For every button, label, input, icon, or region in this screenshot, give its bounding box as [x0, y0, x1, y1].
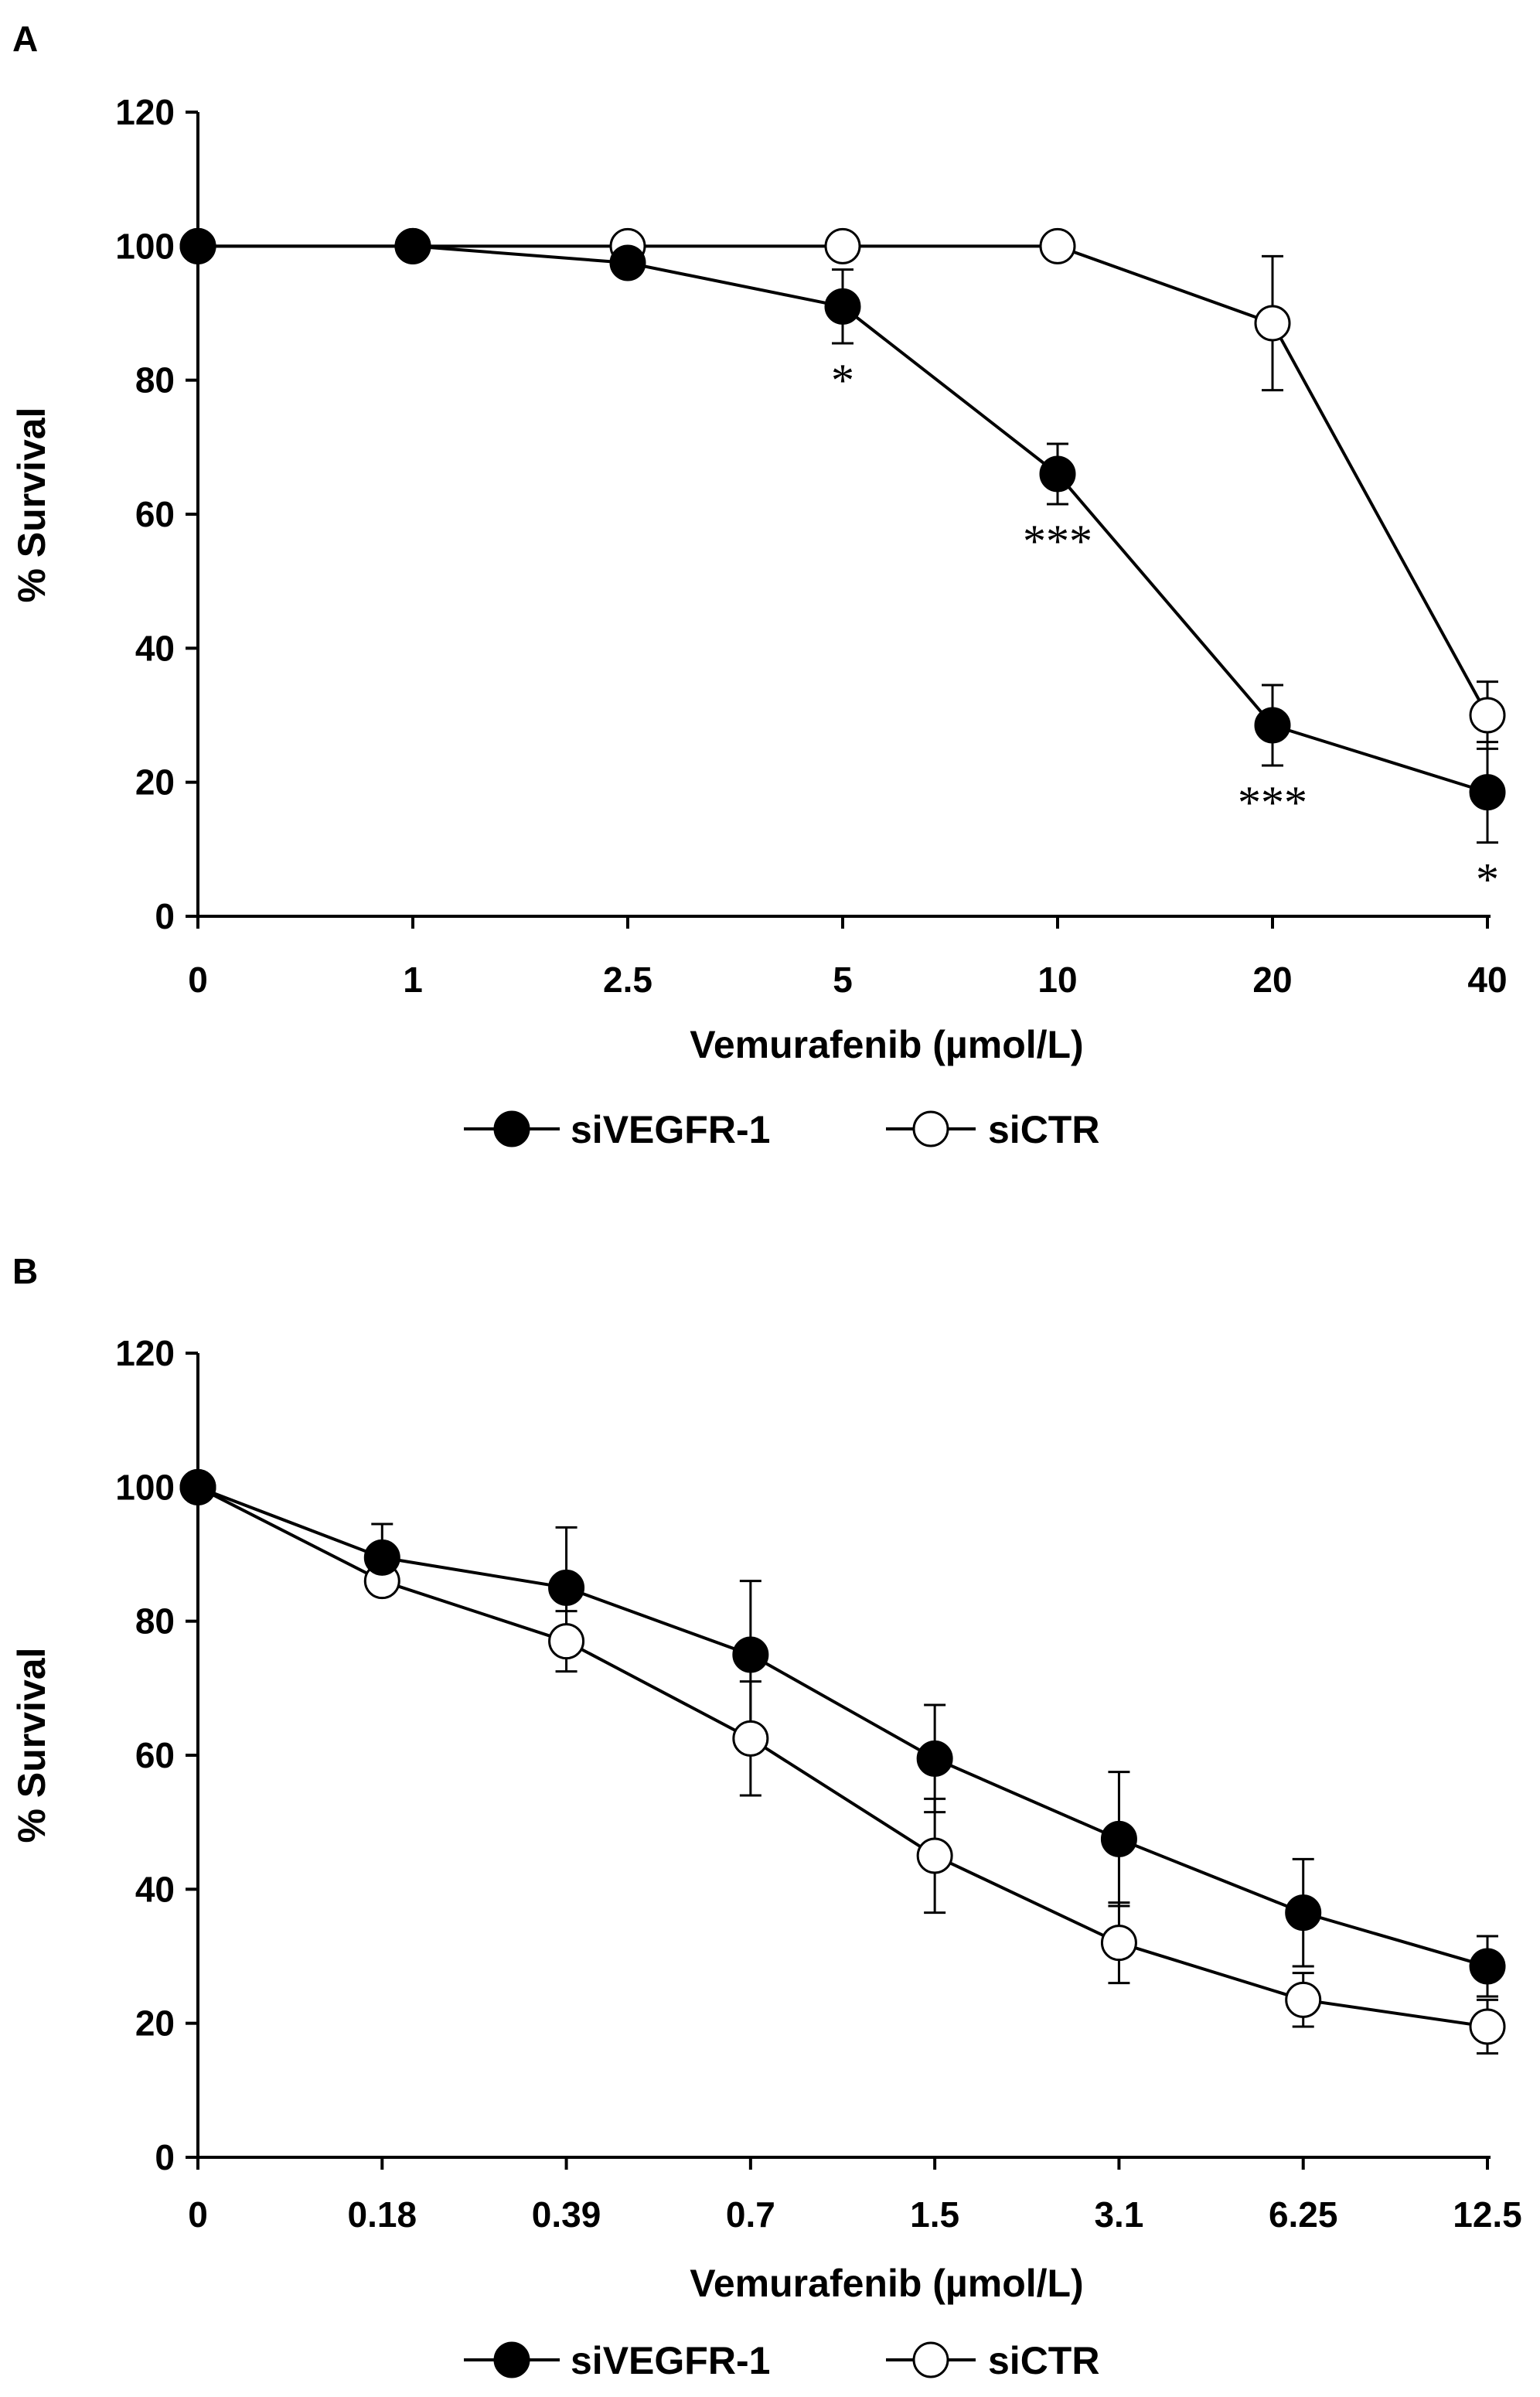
data-point-sictr-b-2 [548, 1623, 585, 1660]
data-point-sivegfr-1-a-6 [1469, 774, 1506, 811]
significance-label-a-4: *** [1023, 516, 1092, 567]
x-tick-label-a-5: 20 [1252, 960, 1292, 1000]
y-axis-title-b: % Survival [10, 1648, 53, 1843]
data-point-sictr-b-5 [1100, 1925, 1137, 1962]
y-tick-label-a-60: 60 [135, 494, 175, 534]
legend-b: siVEGFR-1 siCTR [464, 2339, 1099, 2382]
y-axis-a: 0 20 40 60 80 100 120 [115, 92, 199, 936]
x-tick-label-b-0: 0 [188, 2194, 208, 2235]
series-line-sivegfr-1-b [197, 1485, 1488, 1968]
data-point-sictr-b-7 [1469, 2008, 1506, 2045]
significance-label-a-6: * [1476, 854, 1499, 905]
y-tick-label-b-120: 120 [115, 1333, 175, 1373]
panel-a: A % Survival 0 20 40 60 80 100 120 0 1 2.5 5 10 20 4… [10, 19, 1508, 1151]
data-point-sictr-b-3 [732, 1720, 769, 1757]
x-axis-a: 0 1 2.5 5 10 20 40 [188, 915, 1508, 1000]
data-point-sictr-a-4 [1039, 227, 1076, 264]
data-point-sivegfr-1-b-0 [179, 1468, 216, 1505]
data-point-sictr-a-3 [824, 227, 861, 264]
x-tick-label-a-4: 10 [1037, 960, 1077, 1000]
x-axis-title-a: Vemurafenib (µmol/L) [690, 1023, 1083, 1066]
data-point-sivegfr-1-a-0 [179, 227, 216, 264]
legend-marker-sictr-b [912, 2341, 949, 2378]
x-tick-label-a-0: 0 [188, 960, 208, 1000]
panel-b: B % Survival 0 20 40 60 80 100 120 0 0.18 0.39 0.… [10, 1251, 1522, 2382]
y-tick-label-a-120: 120 [115, 92, 175, 132]
x-tick-label-a-1: 1 [403, 960, 423, 1000]
x-tick-label-b-2: 0.39 [532, 2194, 601, 2235]
data-point-sivegfr-1-b-1 [363, 1539, 400, 1576]
data-point-sivegfr-1-b-3 [732, 1636, 769, 1673]
significance-label-a-3: * [831, 355, 854, 406]
data-point-sictr-b-6 [1285, 1981, 1322, 2018]
data-point-sivegfr-1-b-7 [1469, 1948, 1506, 1985]
data-point-sivegfr-1-a-1 [394, 227, 431, 264]
legend-item-sivegfr-1-b: siVEGFR-1 [464, 2339, 770, 2382]
legend-marker-sictr-a [912, 1110, 949, 1147]
y-tick-label-a-0: 0 [155, 896, 175, 936]
series-line-sictr-b [197, 1485, 1488, 2028]
x-tick-label-b-5: 3.1 [1094, 2194, 1143, 2235]
y-tick-label-a-40: 40 [135, 628, 175, 668]
x-tick-label-b-7: 12.5 [1453, 2194, 1522, 2235]
x-tick-label-b-6: 6.25 [1269, 2194, 1338, 2235]
x-axis-title-b: Vemurafenib (µmol/L) [690, 2262, 1083, 2305]
x-axis-b: 0 0.18 0.39 0.7 1.5 3.1 6.25 12.5 [188, 2156, 1522, 2235]
data-point-sivegfr-1-a-3 [824, 288, 861, 325]
y-tick-label-b-60: 60 [135, 1735, 175, 1775]
data-point-sivegfr-1-a-2 [609, 244, 646, 281]
y-tick-label-a-80: 80 [135, 360, 175, 401]
y-tick-label-b-0: 0 [155, 2137, 175, 2177]
data-point-sictr-a-5 [1254, 305, 1291, 342]
y-tick-label-b-80: 80 [135, 1601, 175, 1642]
data-point-sictr-b-4 [916, 1837, 953, 1874]
x-tick-label-a-6: 40 [1467, 960, 1507, 1000]
data-point-sivegfr-1-b-5 [1100, 1820, 1137, 1857]
legend-item-sivegfr-1-a: siVEGFR-1 [464, 1108, 770, 1151]
legend-marker-sivegfr-1-a [493, 1110, 530, 1147]
y-axis-b: 0 20 40 60 80 100 120 [115, 1333, 199, 2177]
legend-label-sivegfr-1-a: siVEGFR-1 [571, 1108, 770, 1151]
legend-label-sivegfr-1-b: siVEGFR-1 [571, 2339, 770, 2382]
x-tick-label-a-3: 5 [833, 960, 853, 1000]
y-tick-label-a-20: 20 [135, 762, 175, 803]
x-tick-label-b-3: 0.7 [726, 2194, 775, 2235]
y-axis-title-a: % Survival [10, 407, 53, 603]
x-tick-label-b-1: 0.18 [348, 2194, 417, 2235]
legend-marker-sivegfr-1-b [493, 2341, 530, 2378]
data-point-sictr-a-6 [1469, 697, 1506, 734]
data-point-sivegfr-1-a-5 [1254, 707, 1291, 744]
significance-label-a-5: *** [1238, 777, 1307, 828]
data-point-sivegfr-1-b-6 [1285, 1894, 1322, 1932]
legend-a: siVEGFR-1 siCTR [464, 1108, 1099, 1151]
legend-item-sictr-b: siCTR [886, 2339, 1099, 2382]
panel-letter-b: B [12, 1251, 38, 1291]
x-tick-label-a-2: 2.5 [603, 960, 652, 1000]
data-point-sivegfr-1-b-2 [548, 1569, 585, 1606]
legend-label-sictr-a: siCTR [988, 1108, 1099, 1151]
legend-item-sictr-a: siCTR [886, 1108, 1099, 1151]
x-tick-label-b-4: 1.5 [910, 2194, 959, 2235]
panel-letter-a: A [12, 19, 38, 59]
y-tick-label-b-20: 20 [135, 2003, 175, 2044]
data-point-sivegfr-1-a-4 [1039, 455, 1076, 493]
data-point-sivegfr-1-b-4 [916, 1740, 953, 1777]
y-tick-label-a-100: 100 [115, 226, 175, 266]
y-tick-label-b-40: 40 [135, 1869, 175, 1909]
legend-label-sictr-b: siCTR [988, 2339, 1099, 2382]
y-tick-label-b-100: 100 [115, 1467, 175, 1507]
